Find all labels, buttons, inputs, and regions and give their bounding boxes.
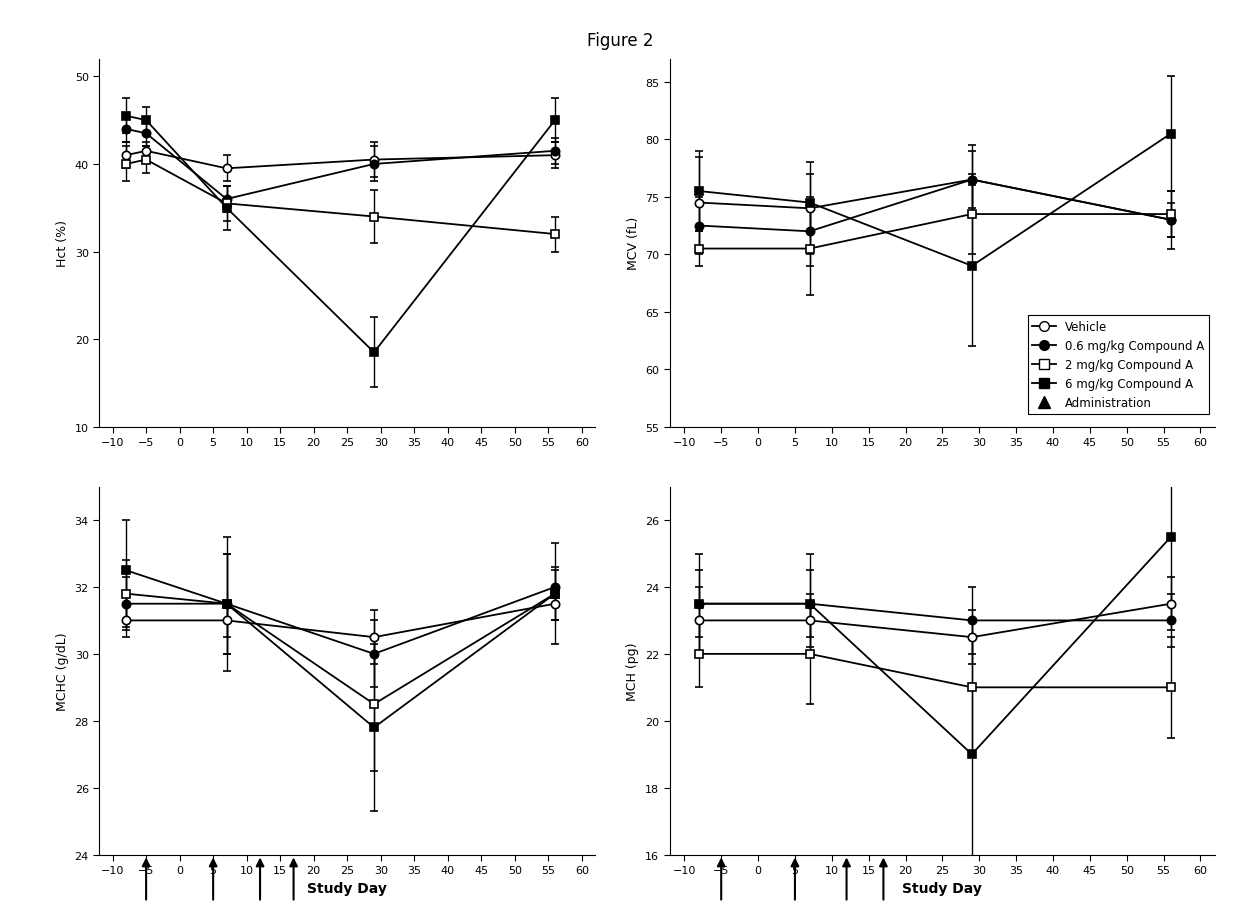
Y-axis label: MCHC (g/dL): MCHC (g/dL) [56,631,69,710]
Legend: Vehicle, 0.6 mg/kg Compound A, 2 mg/kg Compound A, 6 mg/kg Compound A, Administr: Vehicle, 0.6 mg/kg Compound A, 2 mg/kg C… [1028,316,1209,414]
Text: Figure 2: Figure 2 [587,32,653,51]
X-axis label: Study Day: Study Day [308,880,387,894]
X-axis label: Study Day: Study Day [903,880,982,894]
Y-axis label: Hct (%): Hct (%) [56,220,69,267]
Y-axis label: MCH (pg): MCH (pg) [626,641,640,700]
Y-axis label: MCV (fL): MCV (fL) [626,217,640,270]
